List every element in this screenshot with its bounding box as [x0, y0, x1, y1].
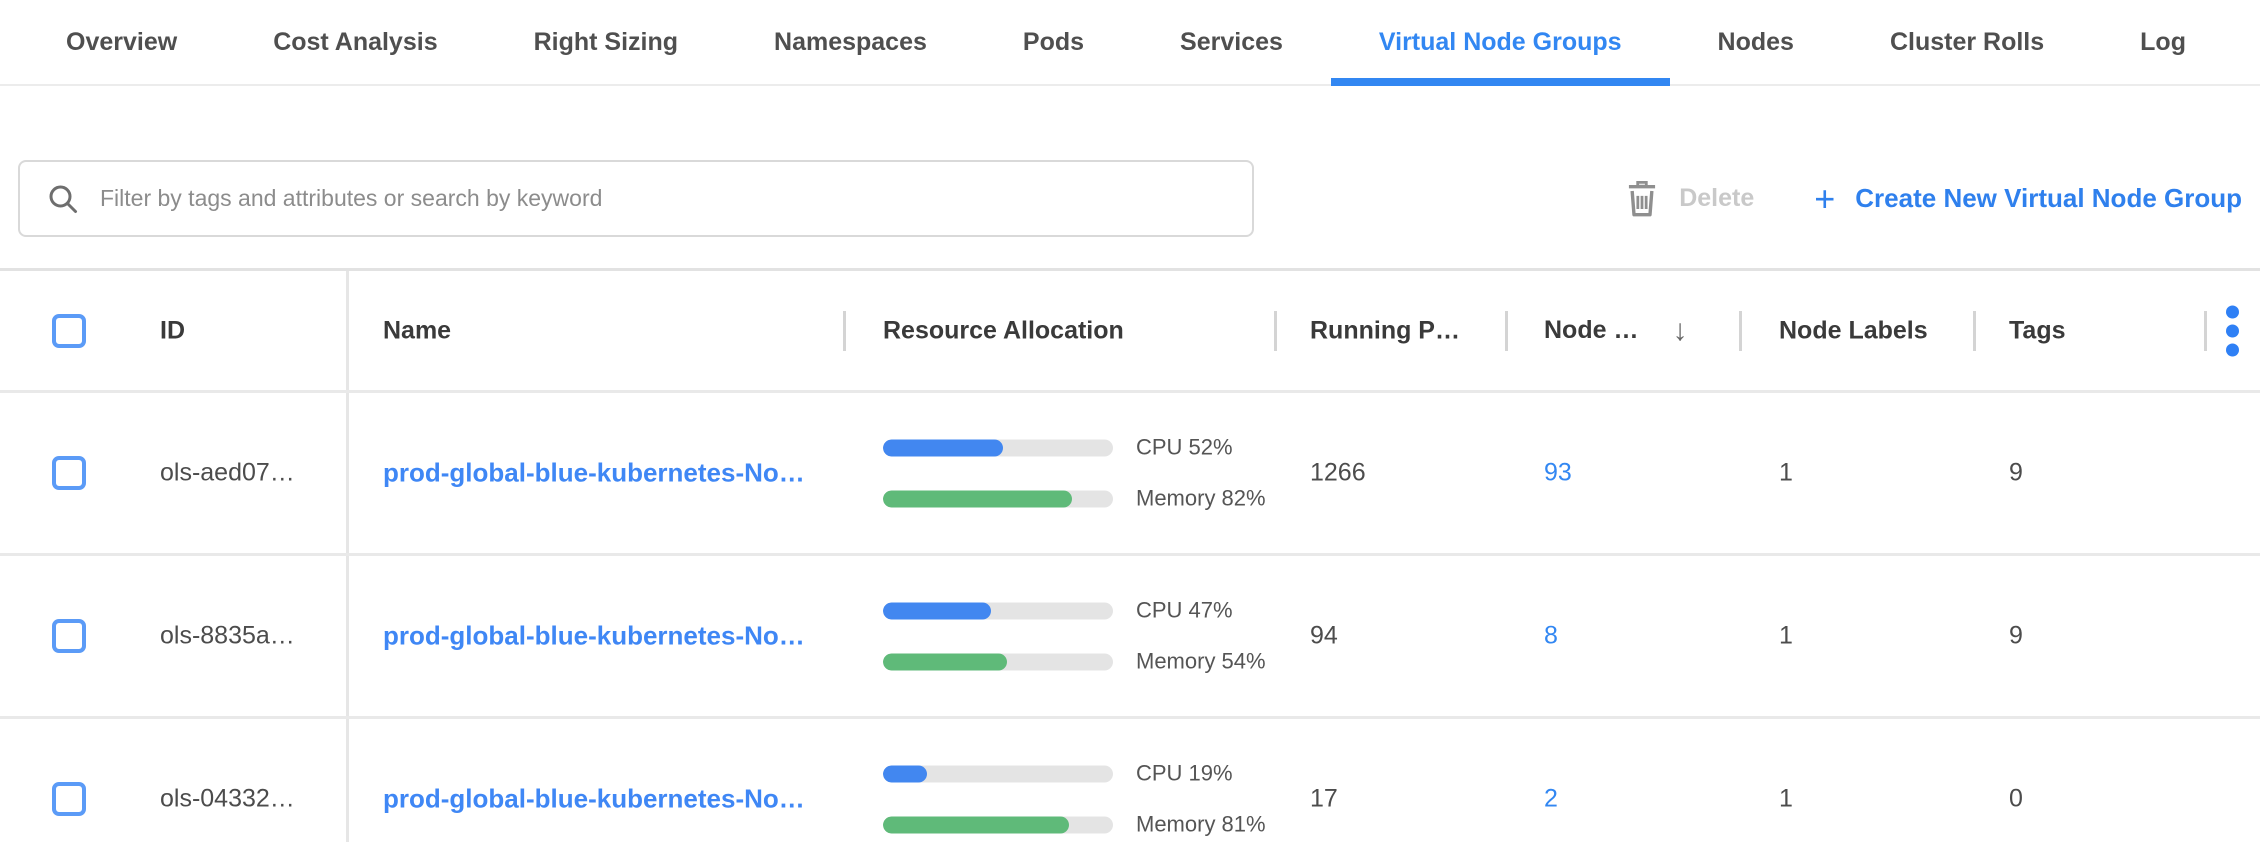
tab-cost-analysis[interactable]: Cost Analysis	[273, 27, 438, 56]
search-icon	[46, 182, 80, 216]
vng-id: ols-04332…	[160, 784, 295, 813]
resource-allocation-cell: CPU 52% Memory 82%	[883, 435, 1266, 512]
tab-right-sizing[interactable]: Right Sizing	[533, 27, 679, 56]
resource-allocation-cell: CPU 19% Memory 81%	[883, 761, 1266, 838]
toolbar-actions: Delete + Create New Virtual Node Group	[1623, 160, 2242, 237]
column-header-resource-allocation[interactable]: Resource Allocation	[883, 316, 1124, 344]
memory-bar-label: Memory 81%	[1136, 811, 1266, 837]
memory-bar	[883, 490, 1113, 507]
tab-log[interactable]: Log	[2140, 27, 2186, 56]
column-header-nodes-label: Node …	[1544, 316, 1639, 344]
row-checkbox[interactable]	[52, 456, 86, 490]
memory-bar	[883, 816, 1113, 833]
column-header-tags[interactable]: Tags	[2009, 316, 2066, 344]
tags-value: 0	[2009, 784, 2023, 813]
plus-icon: +	[1814, 177, 1836, 219]
nodes-count-link[interactable]: 8	[1544, 621, 1558, 650]
running-pods-value: 1266	[1310, 458, 1366, 487]
resource-allocation-cell: CPU 47% Memory 54%	[883, 598, 1266, 675]
column-header-name[interactable]: Name	[383, 316, 452, 344]
create-button-label: Create New Virtual Node Group	[1855, 183, 2242, 213]
row-checkbox[interactable]	[52, 782, 86, 816]
memory-bar-label: Memory 82%	[1136, 485, 1266, 511]
table-row: ols-04332… prod-global-blue-kubernetes-N…	[0, 719, 2260, 842]
cpu-bar-label: CPU 19%	[1136, 760, 1233, 786]
table-row: ols-8835a… prod-global-blue-kubernetes-N…	[0, 556, 2260, 719]
filter-search-input[interactable]	[80, 162, 1252, 235]
column-header-running-pods[interactable]: Running P…	[1310, 316, 1460, 344]
column-header-node-labels[interactable]: Node Labels	[1779, 316, 1928, 344]
tab-bar: Overview Cost Analysis Right Sizing Name…	[0, 0, 2260, 86]
column-settings-menu-icon[interactable]	[2222, 301, 2243, 360]
vng-id: ols-8835a…	[160, 621, 295, 650]
column-separator	[1973, 310, 1976, 351]
running-pods-value: 17	[1310, 784, 1338, 813]
memory-bar	[883, 653, 1113, 670]
column-header-nodes[interactable]: Node … ↓	[1544, 314, 1687, 348]
tab-virtual-node-groups[interactable]: Virtual Node Groups	[1330, 0, 1670, 86]
node-labels-value: 1	[1779, 458, 1793, 487]
tab-namespaces[interactable]: Namespaces	[774, 27, 927, 56]
column-separator	[1274, 310, 1277, 351]
delete-button[interactable]: Delete	[1623, 179, 1754, 219]
tags-value: 9	[2009, 621, 2023, 650]
vng-name-link[interactable]: prod-global-blue-kubernetes-No…	[383, 620, 805, 651]
vng-id: ols-aed07…	[160, 458, 295, 487]
column-separator	[2204, 310, 2207, 351]
vng-name-link[interactable]: prod-global-blue-kubernetes-No…	[383, 783, 805, 814]
column-separator	[843, 310, 846, 351]
tags-value: 9	[2009, 458, 2023, 487]
nodes-count-link[interactable]: 2	[1544, 784, 1558, 813]
table-row: ols-aed07… prod-global-blue-kubernetes-N…	[0, 393, 2260, 556]
tab-cluster-rolls[interactable]: Cluster Rolls	[1889, 27, 2045, 56]
cpu-bar-label: CPU 47%	[1136, 597, 1233, 623]
vng-name-link[interactable]: prod-global-blue-kubernetes-No…	[383, 457, 805, 488]
nodes-count-link[interactable]: 93	[1544, 458, 1572, 487]
node-labels-value: 1	[1779, 621, 1793, 650]
memory-bar-label: Memory 54%	[1136, 648, 1266, 674]
cpu-bar	[883, 602, 1113, 619]
sort-descending-icon[interactable]: ↓	[1672, 313, 1688, 347]
virtual-node-groups-table: ID Name Resource Allocation Running P… N…	[0, 268, 2260, 842]
select-all-checkbox[interactable]	[52, 313, 86, 348]
cpu-bar	[883, 439, 1113, 456]
row-checkbox[interactable]	[52, 619, 86, 653]
filter-search-box	[18, 160, 1254, 237]
table-header-row: ID Name Resource Allocation Running P… N…	[0, 271, 2260, 393]
cpu-bar	[883, 765, 1113, 782]
tab-overview[interactable]: Overview	[66, 27, 178, 56]
column-separator	[1505, 310, 1508, 351]
tab-services[interactable]: Services	[1180, 27, 1283, 56]
trash-icon	[1623, 179, 1661, 219]
column-separator	[1739, 310, 1742, 351]
column-header-id[interactable]: ID	[160, 316, 185, 344]
toolbar: Delete + Create New Virtual Node Group	[18, 160, 2242, 238]
tab-pods[interactable]: Pods	[1022, 27, 1085, 56]
create-virtual-node-group-button[interactable]: + Create New Virtual Node Group	[1814, 177, 2242, 219]
running-pods-value: 94	[1310, 621, 1338, 650]
node-labels-value: 1	[1779, 784, 1793, 813]
cpu-bar-label: CPU 52%	[1136, 434, 1233, 460]
id-column-divider	[346, 271, 349, 842]
tab-nodes[interactable]: Nodes	[1717, 27, 1794, 56]
delete-button-label: Delete	[1679, 184, 1755, 212]
